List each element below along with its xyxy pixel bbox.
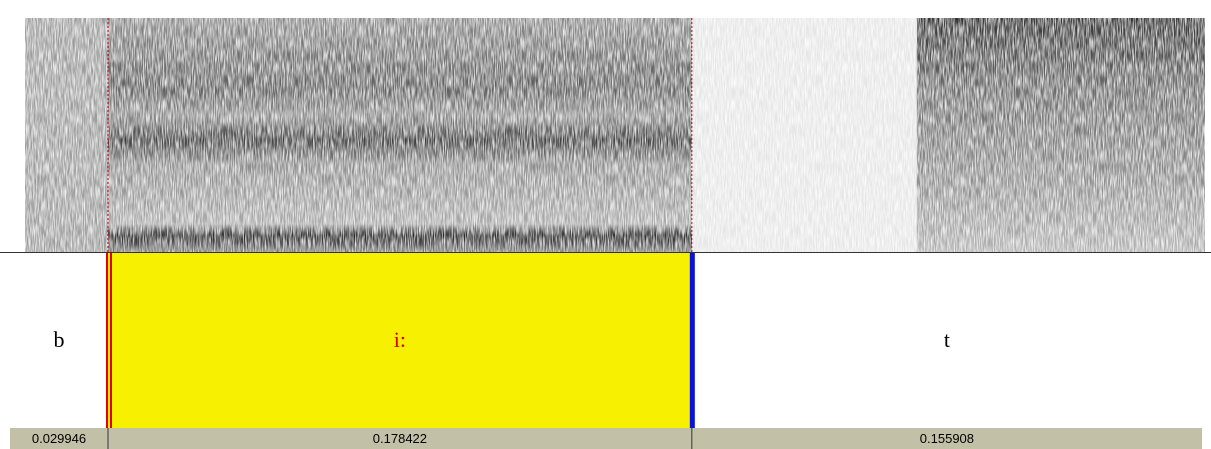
boundary-selected — [106, 253, 108, 428]
interval-duration: 0.178422 — [373, 431, 427, 446]
interval-label[interactable]: i: — [394, 327, 406, 352]
boundary-selected[interactable] — [110, 253, 112, 428]
praat-editor: b0.029946i:0.178422t0.155908 (() => { co… — [0, 0, 1211, 449]
spectrogram — [25, 18, 1205, 252]
interval-label[interactable]: b — [53, 327, 64, 352]
boundary[interactable] — [690, 253, 695, 428]
spectrogram-noise — [25, 18, 1205, 252]
interval-duration: 0.029946 — [32, 431, 86, 446]
interval-duration: 0.155908 — [920, 431, 974, 446]
textgrid-view: b 0.029946 i: 0.178422 t 0.155908 — [0, 0, 1211, 449]
interval-tier: b 0.029946 i: 0.178422 t 0.155908 — [10, 253, 1202, 449]
interval-label[interactable]: t — [944, 327, 950, 352]
